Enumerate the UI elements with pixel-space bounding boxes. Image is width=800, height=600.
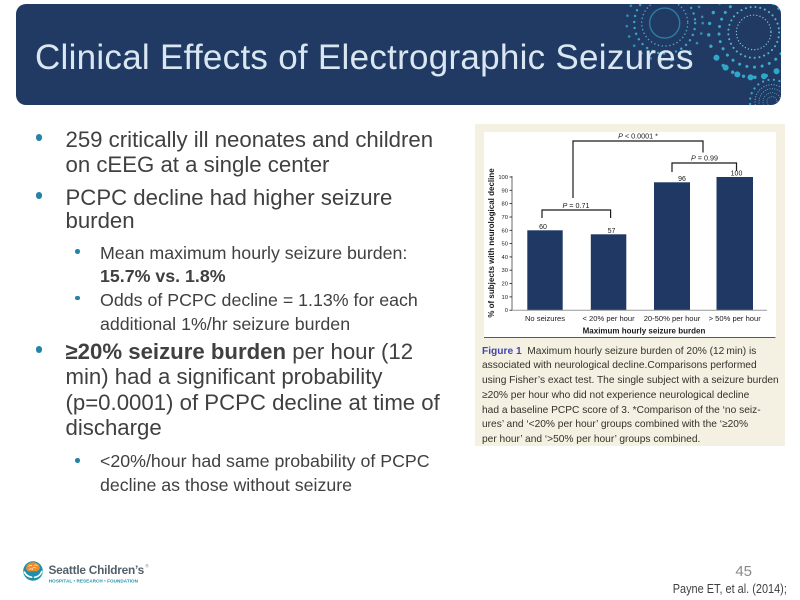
svg-text:80: 80 (502, 202, 508, 208)
svg-text:HOSPITAL • RESEARCH • FOUNDATI: HOSPITAL • RESEARCH • FOUNDATION (49, 578, 139, 583)
svg-text:0: 0 (505, 308, 508, 314)
svg-text:40: 40 (502, 255, 508, 261)
svg-text:90: 90 (502, 188, 508, 194)
svg-text:57: 57 (608, 228, 616, 235)
svg-text:50: 50 (502, 242, 508, 248)
svg-text:Maximum hourly seizure burden: Maximum hourly seizure burden (583, 327, 706, 336)
svg-text:60: 60 (539, 224, 547, 231)
svg-text:60: 60 (502, 228, 508, 234)
svg-text:70: 70 (502, 215, 508, 221)
svg-text:< 20% per hour: < 20% per hour (583, 314, 636, 323)
svg-text:®: ® (146, 564, 150, 569)
svg-text:20: 20 (502, 282, 508, 288)
svg-text:100: 100 (731, 171, 743, 178)
svg-text:10: 10 (502, 295, 508, 301)
svg-text:P = 0.99: P = 0.99 (691, 154, 718, 163)
svg-text:P < 0.0001 *: P < 0.0001 * (618, 132, 658, 141)
svg-text:No seizures: No seizures (525, 314, 565, 323)
svg-text:P = 0.71: P = 0.71 (563, 201, 590, 210)
svg-text:96: 96 (678, 176, 686, 183)
svg-text:30: 30 (502, 268, 508, 274)
svg-text:% of subjects with neurologica: % of subjects with neurological decline (487, 168, 496, 318)
svg-text:Seattle Children’s: Seattle Children’s (49, 563, 145, 577)
svg-text:20-50% per hour: 20-50% per hour (644, 314, 701, 323)
svg-text:> 50% per hour: > 50% per hour (709, 314, 762, 323)
svg-text:100: 100 (498, 175, 508, 181)
